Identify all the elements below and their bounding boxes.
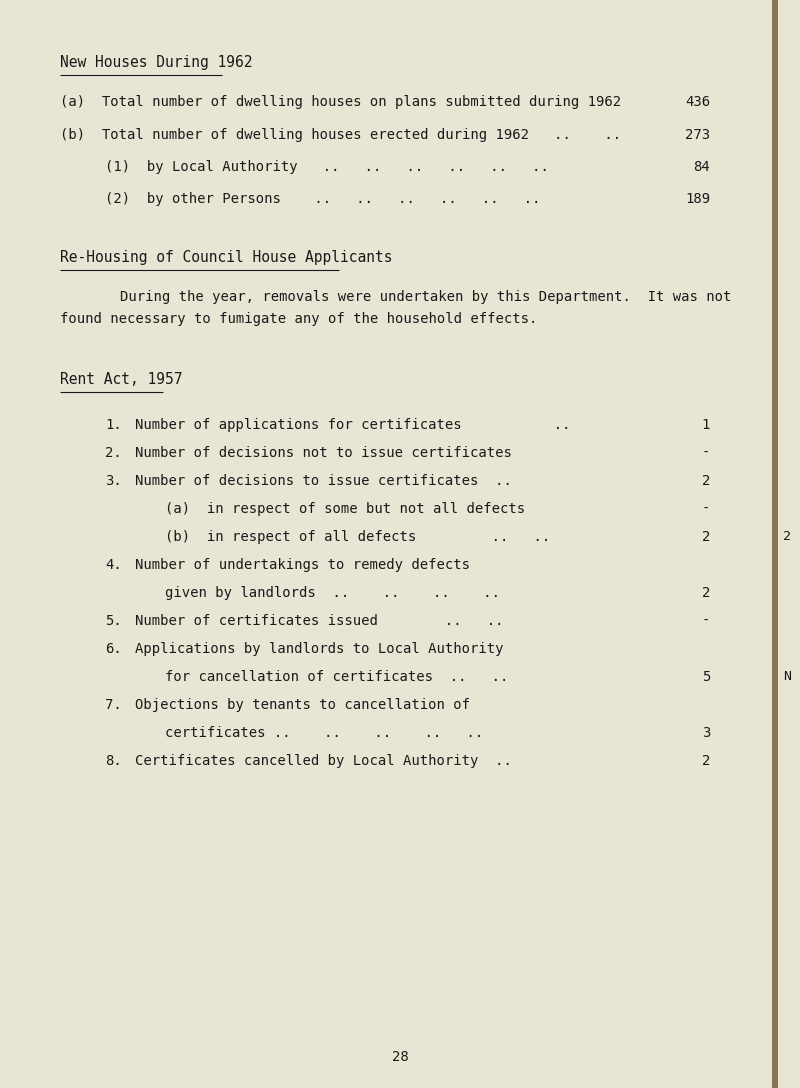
Text: 28: 28 (392, 1050, 408, 1064)
Text: N: N (783, 670, 791, 683)
Text: Applications by landlords to Local Authority: Applications by landlords to Local Autho… (135, 642, 503, 656)
Text: -: - (702, 614, 710, 628)
Text: -: - (702, 446, 710, 460)
Text: During the year, removals were undertaken by this Department.  It was not: During the year, removals were undertake… (120, 290, 731, 304)
Text: Number of decisions to issue certificates  ..: Number of decisions to issue certificate… (135, 474, 512, 489)
Text: Certificates cancelled by Local Authority  ..: Certificates cancelled by Local Authorit… (135, 754, 512, 768)
Text: -: - (702, 502, 710, 516)
Text: Number of decisions not to issue certificates: Number of decisions not to issue certifi… (135, 446, 512, 460)
Text: Re-Housing of Council House Applicants: Re-Housing of Council House Applicants (60, 250, 393, 265)
Text: New Houses During 1962: New Houses During 1962 (60, 55, 253, 70)
Text: 189: 189 (685, 191, 710, 206)
Text: Rent Act, 1957: Rent Act, 1957 (60, 372, 182, 387)
Text: 3: 3 (702, 726, 710, 740)
Text: Number of certificates issued        ..   ..: Number of certificates issued .. .. (135, 614, 503, 628)
Text: 436: 436 (685, 95, 710, 109)
Text: 1.: 1. (105, 418, 122, 432)
Text: certificates ..    ..    ..    ..   ..: certificates .. .. .. .. .. (165, 726, 483, 740)
Text: 2: 2 (702, 586, 710, 599)
Text: 273: 273 (685, 128, 710, 143)
Text: 2: 2 (783, 530, 791, 543)
Text: 2: 2 (702, 474, 710, 489)
Text: 8.: 8. (105, 754, 122, 768)
Text: Number of undertakings to remedy defects: Number of undertakings to remedy defects (135, 558, 470, 572)
Bar (772, 0, 778, 1088)
Text: Objections by tenants to cancellation of: Objections by tenants to cancellation of (135, 698, 470, 712)
Text: 6.: 6. (105, 642, 122, 656)
Text: (2)  by other Persons    ..   ..   ..   ..   ..   ..: (2) by other Persons .. .. .. .. .. .. (105, 191, 541, 206)
Text: 84: 84 (694, 160, 710, 174)
Text: 5.: 5. (105, 614, 122, 628)
Text: (b)  in respect of all defects         ..   ..: (b) in respect of all defects .. .. (165, 530, 550, 544)
Text: 2.: 2. (105, 446, 122, 460)
Text: (a)  in respect of some but not all defects: (a) in respect of some but not all defec… (165, 502, 525, 516)
Text: for cancellation of certificates  ..   ..: for cancellation of certificates .. .. (165, 670, 508, 684)
Text: found necessary to fumigate any of the household effects.: found necessary to fumigate any of the h… (60, 312, 538, 326)
Text: 2: 2 (702, 530, 710, 544)
Text: (b)  Total number of dwelling houses erected during 1962   ..    ..: (b) Total number of dwelling houses erec… (60, 128, 621, 143)
Text: 2: 2 (702, 754, 710, 768)
Text: 1: 1 (702, 418, 710, 432)
Text: (a)  Total number of dwelling houses on plans submitted during 1962: (a) Total number of dwelling houses on p… (60, 95, 621, 109)
Text: (1)  by Local Authority   ..   ..   ..   ..   ..   ..: (1) by Local Authority .. .. .. .. .. .. (105, 160, 549, 174)
Text: 5: 5 (702, 670, 710, 684)
Text: 4.: 4. (105, 558, 122, 572)
Text: 7.: 7. (105, 698, 122, 712)
Text: 3.: 3. (105, 474, 122, 489)
Text: Number of applications for certificates           ..: Number of applications for certificates … (135, 418, 570, 432)
Text: given by landlords  ..    ..    ..    ..: given by landlords .. .. .. .. (165, 586, 500, 599)
